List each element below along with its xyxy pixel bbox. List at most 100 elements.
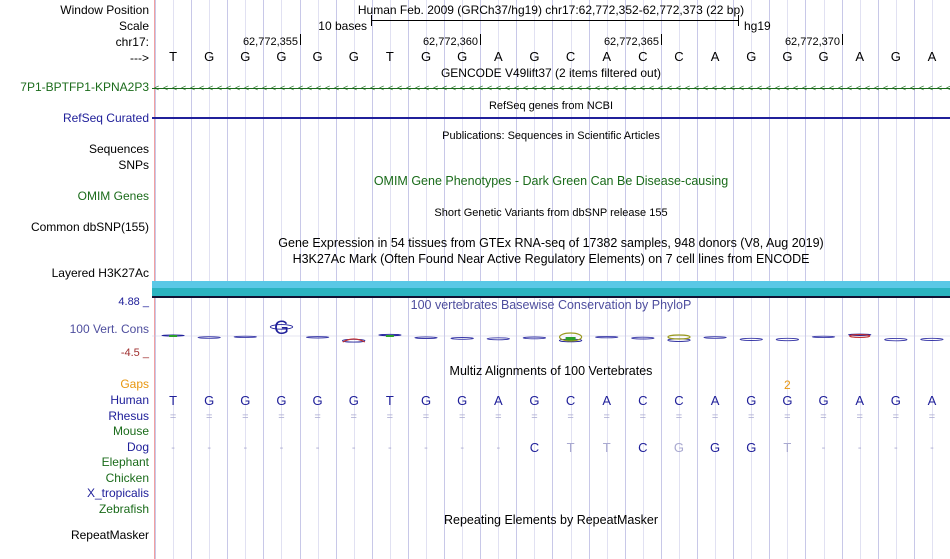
reference-base: G xyxy=(420,49,432,64)
conservation-min-value: -4.5 _ xyxy=(120,347,149,359)
reference-base: T xyxy=(385,49,394,64)
track-label-column: Window Position Scale chr17: ---> 7P1-BP… xyxy=(0,0,152,559)
alignment-base: = xyxy=(928,410,936,423)
repeatmasker-track-title[interactable]: Repeating Elements by RepeatMasker xyxy=(443,513,658,527)
scale-label: Scale xyxy=(118,19,149,33)
alignment-base: G xyxy=(529,393,540,408)
reference-base: A xyxy=(602,49,612,64)
species-label-mouse[interactable]: Mouse xyxy=(112,424,149,438)
alignment-row-chicken[interactable] xyxy=(152,472,950,486)
scale-bases-label: 10 bases xyxy=(318,19,367,33)
reference-base: C xyxy=(638,49,648,64)
alignment-base: G xyxy=(276,393,287,408)
species-label-x_tropicalis[interactable]: X_tropicalis xyxy=(86,486,149,500)
sidebar-item-h3k27ac[interactable]: Layered H3K27Ac xyxy=(51,266,149,280)
alignment-base: = xyxy=(458,410,466,423)
sidebar-item-dbsnp[interactable]: Common dbSNP(155) xyxy=(30,220,149,234)
svg-text:G: G xyxy=(274,318,289,339)
sidebar-item-gencode[interactable]: 7P1-BPTFP1-KPNA2P3 xyxy=(20,80,149,94)
alignment-row-mouse[interactable] xyxy=(152,425,950,439)
alignment-base: G xyxy=(312,393,323,408)
conservation-plot[interactable]: G xyxy=(152,315,950,357)
sidebar-item-repeatmasker[interactable]: RepeatMasker xyxy=(70,528,149,542)
reference-base: C xyxy=(674,49,684,64)
conservation-track-title[interactable]: 100 vertebrates Basewise Conservation by… xyxy=(410,298,692,312)
alignment-base: = xyxy=(639,410,647,423)
sidebar-item-refseq[interactable]: RefSeq Curated xyxy=(62,111,149,125)
reference-base: G xyxy=(529,49,540,64)
sidebar-item-sequences[interactable]: Sequences xyxy=(88,142,149,156)
sidebar-item-gaps[interactable]: Gaps xyxy=(120,377,149,391)
alignment-base: G xyxy=(420,393,432,408)
reference-base: T xyxy=(169,49,178,64)
reference-base: G xyxy=(276,49,287,64)
reference-base: G xyxy=(818,49,829,64)
h3k27ac-track-title[interactable]: H3K27Ac Mark (Often Found Near Active Re… xyxy=(292,252,810,266)
ruler-tick-label: 62,772,365 xyxy=(603,36,659,48)
ruler-tick-mark xyxy=(300,34,301,45)
alignment-base: - xyxy=(207,441,212,454)
alignment-base: T xyxy=(566,439,575,455)
species-label-dog[interactable]: Dog xyxy=(126,439,149,454)
alignment-base: G xyxy=(710,439,721,455)
reference-base: G xyxy=(204,49,215,64)
species-label-rhesus[interactable]: Rhesus xyxy=(108,408,149,423)
alignment-row-elephant[interactable] xyxy=(152,456,950,470)
species-label-human[interactable]: Human xyxy=(110,393,149,407)
dbsnp-track-title[interactable]: Short Genetic Variants from dbSNP releas… xyxy=(434,207,668,219)
sidebar-item-conservation[interactable]: 100 Vert. Cons xyxy=(69,322,149,336)
gap-marker: 2 xyxy=(784,378,791,392)
alignment-base: G xyxy=(457,393,468,408)
gaps-row: 2 xyxy=(152,378,950,392)
gencode-track-title[interactable]: GENCODE V49lift37 (2 items filtered out) xyxy=(440,66,662,80)
gtex-track-title[interactable]: Gene Expression in 54 tissues from GTEx … xyxy=(278,236,824,250)
alignment-base: C xyxy=(529,439,540,455)
alignment-row-x_tropicalis[interactable] xyxy=(152,487,950,501)
alignment-row-rhesus[interactable]: = = = = = = = = = = = = = = = = = = = = = = xyxy=(152,410,950,424)
refseq-gene-bar[interactable] xyxy=(152,117,950,119)
alignment-base: = xyxy=(278,410,285,423)
alignment-base: - xyxy=(351,441,356,454)
sidebar-item-omim[interactable]: OMIM Genes xyxy=(77,189,149,203)
species-label-chicken[interactable]: Chicken xyxy=(105,470,149,485)
ruler-tick-label: 62,772,370 xyxy=(784,36,840,48)
alignment-base: - xyxy=(893,441,898,454)
alignment-base: = xyxy=(567,410,574,423)
alignment-base: T xyxy=(602,439,611,455)
sidebar-item-snps[interactable]: SNPs xyxy=(118,158,149,172)
alignment-base: C xyxy=(638,393,648,408)
chrom-label: chr17: xyxy=(115,35,149,49)
alignment-base: - xyxy=(279,441,284,454)
alignment-base: = xyxy=(242,410,249,423)
reference-base: G xyxy=(312,49,323,64)
gencode-gene-arrows[interactable]: < < < < < < < < < < < < < < < < < < < < < < < < < < < < < < < < < < < < < < < <… xyxy=(152,83,950,93)
omim-track-title[interactable]: OMIM Gene Phenotypes - Dark Green Can Be… xyxy=(373,174,729,188)
alignment-base: A xyxy=(710,393,720,408)
multiz-track-title[interactable]: Multiz Alignments of 100 Vertebrates xyxy=(449,364,653,378)
alignment-base: = xyxy=(603,410,610,423)
track-data-area[interactable]: Human Feb. 2009 (GRCh37/hg19) chr17:62,7… xyxy=(152,0,950,559)
alignment-base: = xyxy=(711,410,719,423)
alignment-base: = xyxy=(531,410,538,423)
scale-bar xyxy=(371,15,739,26)
publications-track-title[interactable]: Publications: Sequences in Scientific Ar… xyxy=(442,130,660,142)
left-boundary-line xyxy=(154,0,155,559)
species-label-elephant[interactable]: Elephant xyxy=(101,455,149,469)
alignment-base: = xyxy=(784,410,791,423)
alignment-base: = xyxy=(820,410,827,423)
species-label-zebrafish[interactable]: Zebrafish xyxy=(98,501,149,516)
alignment-base: C xyxy=(565,393,576,408)
h3k27ac-signal-bar[interactable] xyxy=(152,281,950,298)
reference-base: G xyxy=(348,49,359,64)
alignment-base: = xyxy=(386,410,394,423)
reference-base: G xyxy=(746,49,757,64)
reference-base: C xyxy=(565,49,576,64)
reference-base: G xyxy=(782,49,793,64)
refseq-track-title[interactable]: RefSeq genes from NCBI xyxy=(488,100,614,112)
ruler-tick-mark xyxy=(661,34,662,45)
ruler-tick-label: 62,772,360 xyxy=(422,36,478,48)
alignment-base: G xyxy=(204,393,215,408)
